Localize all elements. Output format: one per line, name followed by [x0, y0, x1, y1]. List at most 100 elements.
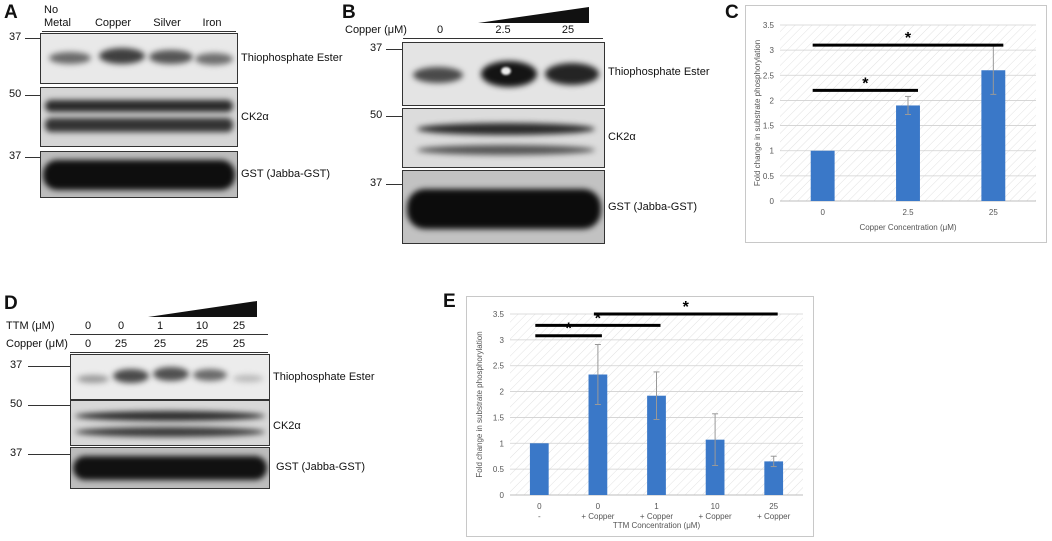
- blot-gst: [402, 170, 605, 244]
- blot-thiophosphate-ester: [402, 42, 605, 106]
- mw-marker: 50: [10, 398, 23, 410]
- x-tick-label: 10: [711, 502, 720, 511]
- x-tick-label: 2.5: [902, 208, 914, 217]
- y-tick-label: 3.5: [763, 21, 775, 30]
- bar: [529, 443, 549, 495]
- chart-e-frame: 0 0.5 1 1.5 2 2.5 3 3.5 0-0 + Copper 1 + Copper 10 + …: [466, 296, 814, 537]
- blot-label: CK2α: [241, 111, 269, 123]
- y-tick-label: 1: [770, 147, 775, 156]
- lane-label: Silver: [153, 17, 181, 29]
- copper-row-label: Copper (μM): [6, 338, 68, 350]
- mw-marker: 37: [370, 42, 383, 54]
- blot-label: Thiophosphate Ester: [608, 66, 710, 78]
- y-axis-label: Fold change in substrate phosphorylation: [475, 331, 484, 477]
- ttm-value: 1: [156, 320, 164, 332]
- blot-thiophosphate-ester: [40, 33, 238, 84]
- blot-gst: [70, 447, 270, 489]
- lane-underline: [42, 31, 236, 32]
- y-tick-label: 0.5: [763, 172, 775, 181]
- bar: [764, 461, 784, 495]
- mw-tick: [28, 366, 70, 367]
- mw-marker: 37: [370, 177, 383, 189]
- lane-label: 25: [561, 24, 575, 36]
- y-tick-label: 0.5: [493, 465, 505, 474]
- blot-label: GST (Jabba-GST): [608, 201, 698, 213]
- copper-underline: [70, 352, 268, 353]
- significance-star: *: [683, 299, 690, 316]
- ttm-underline: [70, 334, 268, 335]
- significance-star: *: [595, 310, 602, 327]
- mw-tick: [386, 49, 402, 50]
- x-tick-label: 0: [537, 502, 542, 511]
- mw-marker: 37: [10, 359, 23, 371]
- panel-d-letter: D: [4, 293, 18, 314]
- blot-label: CK2α: [273, 420, 301, 432]
- panel-c-letter: C: [725, 2, 739, 23]
- y-tick-label: 0: [500, 491, 505, 500]
- x-tick-label: 0: [820, 208, 825, 217]
- bar: [810, 150, 835, 201]
- blot-label: GST (Jabba-GST): [241, 168, 331, 180]
- mw-marker: 37: [9, 31, 22, 43]
- panel-e-letter: E: [443, 291, 456, 312]
- ttm-value: 10: [195, 320, 209, 332]
- copper-value: 0: [84, 338, 92, 350]
- copper-value: 25: [195, 338, 209, 350]
- x-axis-label: TTM Concentration (μM): [613, 521, 701, 530]
- y-tick-label: 2.5: [763, 71, 775, 80]
- chart-c-frame: 0 0.5 1 1.5 2 2.5 3 3.5 0 2.5 25 * * Copper Concentra…: [745, 5, 1047, 243]
- mw-tick: [386, 116, 402, 117]
- ttm-value: 25: [232, 320, 246, 332]
- x-axis-label: Copper Concentration (μM): [859, 223, 956, 232]
- lane-label: 0: [436, 24, 444, 36]
- concentration-wedge: [478, 7, 589, 23]
- mw-marker: 50: [370, 109, 383, 121]
- x-tick-label: 25: [769, 502, 778, 511]
- blot-ck2a: [40, 87, 238, 147]
- bar: [896, 105, 920, 201]
- blot-label: GST (Jabba-GST): [276, 461, 366, 473]
- blot-thiophosphate-ester: [70, 354, 270, 400]
- blot-label: Thiophosphate Ester: [241, 52, 343, 64]
- y-tick-label: 0: [770, 197, 775, 206]
- y-tick-label: 2.5: [493, 362, 505, 371]
- chart-c: 0 0.5 1 1.5 2 2.5 3 3.5 0 2.5 25 * * Copper Concentra…: [753, 21, 1036, 232]
- ttm-value: 0: [117, 320, 125, 332]
- copper-value: 25: [114, 338, 128, 350]
- lane-label: Copper: [94, 17, 132, 29]
- significance-star: *: [565, 321, 572, 338]
- blot-label: Thiophosphate Ester: [273, 371, 375, 383]
- mw-tick: [386, 184, 402, 185]
- mw-tick: [28, 454, 70, 455]
- mw-tick: [28, 405, 70, 406]
- mw-tick: [25, 38, 40, 39]
- mw-marker: 50: [9, 88, 22, 100]
- ttm-row-label: TTM (μM): [6, 320, 55, 332]
- lane-label: 2.5: [495, 24, 511, 36]
- lane-label: Iron: [202, 17, 222, 29]
- y-axis-label: Fold change in substrate phosphorylation: [753, 40, 762, 186]
- bar: [981, 70, 1006, 201]
- bar: [705, 439, 725, 495]
- ttm-value: 0: [84, 320, 92, 332]
- y-tick-label: 3: [500, 336, 505, 345]
- copper-value: 25: [232, 338, 246, 350]
- concentration-wedge: [148, 301, 257, 317]
- copper-value: 25: [153, 338, 167, 350]
- x-tick-label: + Copper: [757, 512, 790, 521]
- x-tick-label: + Copper: [640, 512, 673, 521]
- x-tick-label: 1: [654, 502, 659, 511]
- y-tick-label: 1: [500, 439, 505, 448]
- y-tick-label: 2: [770, 96, 775, 105]
- y-tick-label: 2: [500, 388, 505, 397]
- blot-label: CK2α: [608, 131, 636, 143]
- y-tick-label: 3.5: [493, 310, 505, 319]
- x-tick-label: + Copper: [581, 512, 614, 521]
- copper-row-label: Copper (μM): [345, 24, 407, 36]
- x-tick-label: 0: [596, 502, 601, 511]
- y-tick-label: 3: [770, 46, 775, 55]
- bar: [647, 395, 666, 495]
- x-tick-label: 25: [989, 208, 998, 217]
- mw-marker: 37: [9, 150, 22, 162]
